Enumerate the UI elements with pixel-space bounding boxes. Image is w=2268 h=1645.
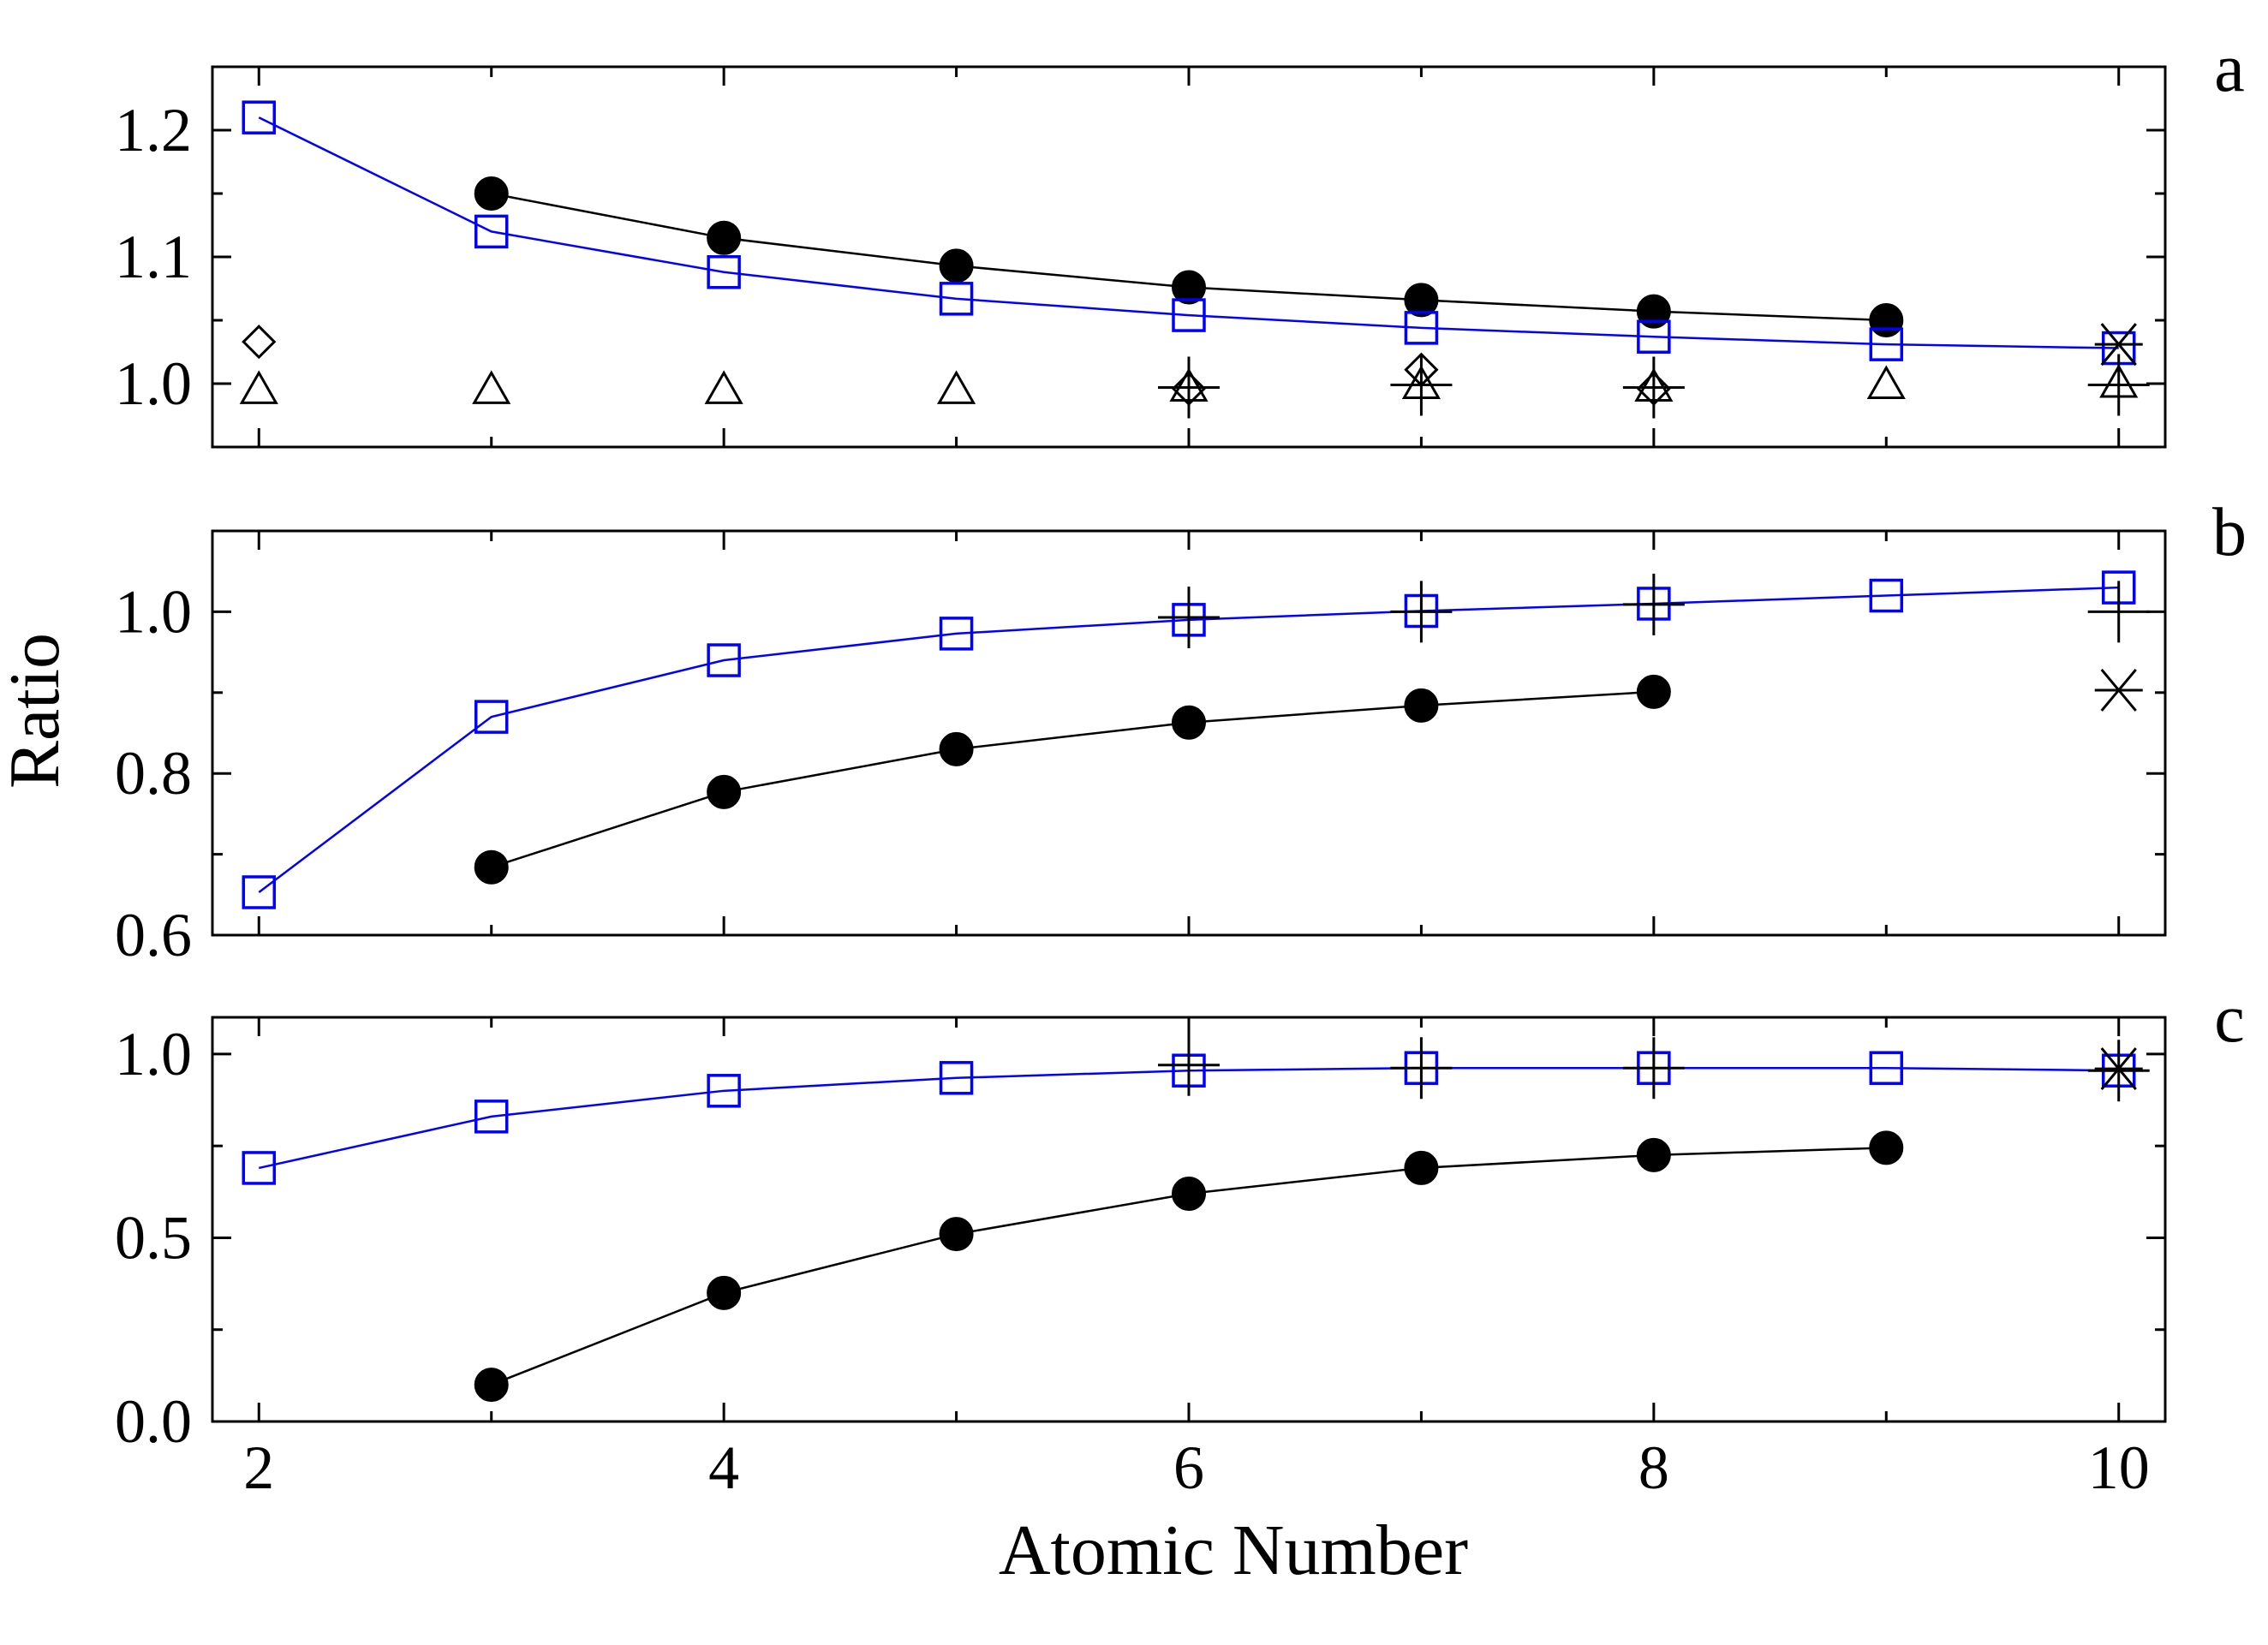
y-tick-label: 1.0: [115, 577, 192, 646]
data-point-plus: [1390, 581, 1453, 643]
data-point-filled-circle: [707, 774, 742, 809]
data-point-open-square: [242, 100, 277, 134]
data-point-plus: [1622, 1037, 1685, 1100]
panel-a: 1.0 1.1 1.2 a: [115, 31, 2245, 449]
data-point-plus: [1622, 356, 1685, 419]
y-tick-label: 1.0: [115, 349, 192, 418]
panel-b: 0.6 0.8 1.0 b: [115, 495, 2247, 969]
data-point-filled-circle: [939, 248, 974, 283]
data-point-open-square: [1172, 298, 1206, 332]
panel-c: 0.0 0.5 1.0 c 2 4 6 8 10: [115, 981, 2245, 1502]
data-point-open-square: [1869, 578, 1904, 613]
data-point-open-square: [1869, 1051, 1904, 1085]
data-point-open-triangle: [472, 370, 511, 404]
data-point-filled-circle: [1636, 1137, 1671, 1172]
data-point-open-square: [242, 875, 277, 909]
data-point-open-square: [1869, 327, 1904, 361]
data-point-filled-circle: [1172, 270, 1206, 305]
data-point-open-diamond: [242, 325, 277, 360]
data-point-open-square: [707, 643, 741, 677]
x-axis-label: Atomic Number: [999, 1511, 1468, 1590]
data-point-plus: [1390, 1037, 1453, 1100]
x-tick-label: 4: [708, 1433, 739, 1502]
data-point-star: [2094, 669, 2143, 712]
y-tick-label: 0.6: [115, 901, 192, 969]
data-point-filled-circle: [939, 1217, 974, 1252]
data-point-filled-circle: [1636, 294, 1671, 329]
data-point-filled-circle: [474, 849, 509, 885]
data-point-plus: [1158, 587, 1220, 649]
data-point-open-square: [1404, 311, 1439, 345]
data-point-open-square: [707, 1074, 741, 1108]
data-point-filled-circle: [707, 1275, 742, 1310]
data-point-filled-circle: [474, 1368, 509, 1403]
y-tick-label: 0.5: [115, 1203, 192, 1272]
data-point-plus: [1390, 354, 1453, 416]
data-point-star: [2094, 1047, 2143, 1091]
series-line: [258, 116, 2119, 349]
data-point-filled-circle: [1636, 674, 1671, 709]
data-point-filled-circle: [1404, 688, 1439, 723]
data-point-open-square: [939, 282, 974, 316]
panel-letter: c: [2214, 981, 2245, 1057]
data-point-filled-circle: [939, 731, 974, 766]
data-point-plus: [1622, 573, 1685, 635]
data-point-plus: [2087, 354, 2150, 416]
data-point-open-square: [939, 617, 974, 651]
y-tick-label: 0.0: [115, 1387, 192, 1456]
data-point-filled-circle: [1869, 1130, 1904, 1165]
data-point-filled-circle: [474, 176, 509, 211]
data-point-open-square: [474, 700, 509, 734]
series-line: [491, 690, 1654, 868]
x-tick-label: 2: [243, 1433, 274, 1502]
data-point-open-square: [242, 1151, 277, 1185]
data-point-plus: [2087, 581, 2150, 643]
data-point-open-triangle: [1866, 365, 1906, 399]
y-tick-label: 1.1: [115, 223, 192, 291]
data-point-filled-circle: [1869, 303, 1904, 337]
data-point-star: [2094, 323, 2143, 367]
data-point-open-square: [474, 1100, 509, 1134]
x-tick-label: 10: [2088, 1433, 2150, 1502]
data-point-open-triangle: [239, 370, 278, 404]
data-point-plus: [1158, 356, 1220, 419]
x-tick-label: 6: [1173, 1433, 1204, 1502]
data-point-plus: [1158, 1034, 1220, 1096]
data-point-filled-circle: [707, 220, 742, 255]
y-tick-label: 0.8: [115, 739, 192, 808]
data-point-open-triangle: [936, 370, 976, 404]
data-point-filled-circle: [1172, 705, 1206, 740]
x-tick-label: 8: [1638, 1433, 1669, 1502]
data-point-filled-circle: [1172, 1176, 1206, 1211]
data-point-filled-circle: [1404, 283, 1439, 318]
data-point-filled-circle: [1404, 1150, 1439, 1185]
panel-letter: a: [2214, 31, 2245, 106]
data-point-open-square: [474, 214, 509, 249]
y-tick-label: 1.0: [115, 1020, 192, 1088]
y-axis-label: Ratio: [0, 633, 75, 789]
data-point-open-square: [939, 1061, 974, 1095]
panel-letter: b: [2212, 495, 2247, 570]
y-tick-label: 1.2: [115, 96, 192, 164]
data-point-open-square: [1637, 319, 1671, 354]
data-point-open-triangle: [704, 370, 743, 404]
data-point-open-square: [707, 255, 741, 289]
